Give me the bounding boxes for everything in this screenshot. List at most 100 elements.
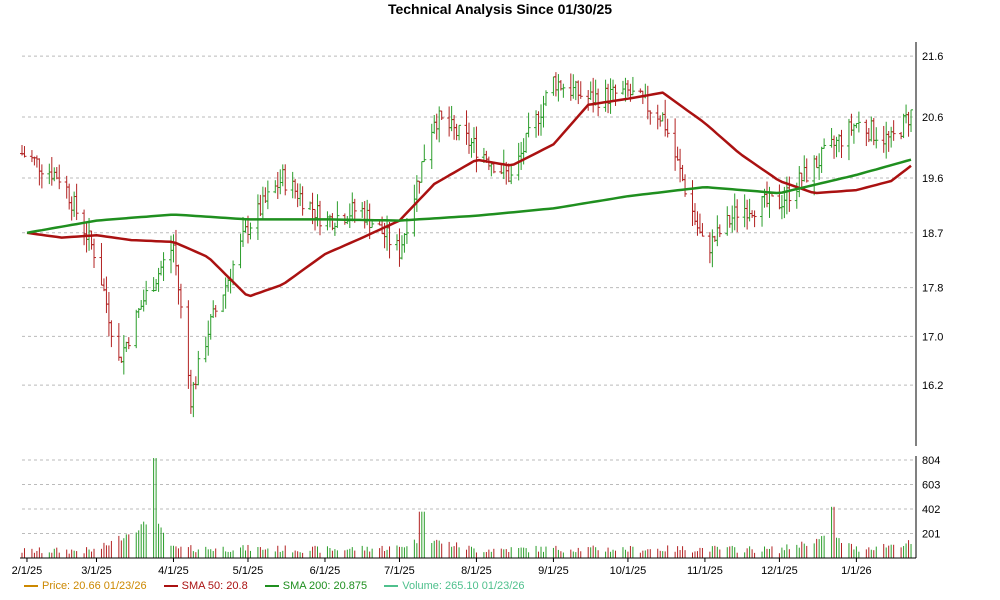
volume-tick-label: 603 bbox=[922, 480, 940, 492]
price-bar bbox=[454, 123, 459, 141]
price-bar bbox=[588, 81, 593, 101]
price-bar bbox=[101, 278, 106, 292]
price-bar bbox=[752, 210, 757, 228]
price-bar bbox=[82, 209, 87, 246]
price-bar bbox=[99, 242, 104, 286]
price-tick-label: 19.6 bbox=[922, 173, 943, 185]
price-bar bbox=[712, 235, 717, 242]
price-bar bbox=[37, 158, 42, 186]
price-bar bbox=[258, 194, 263, 217]
price-bar bbox=[300, 186, 305, 216]
price-bar bbox=[832, 135, 837, 159]
price-bar bbox=[695, 211, 700, 236]
price-bar bbox=[159, 260, 164, 276]
volume-tick-label: 201 bbox=[922, 529, 940, 541]
price-tick-label: 20.6 bbox=[922, 112, 943, 124]
price-bar bbox=[318, 200, 322, 236]
price-bar bbox=[275, 171, 280, 199]
price-bar bbox=[747, 198, 752, 222]
price-bar bbox=[717, 224, 722, 238]
price-bar bbox=[106, 292, 111, 337]
price-bar bbox=[283, 164, 288, 196]
price-bar bbox=[124, 341, 129, 352]
price-bar bbox=[273, 180, 278, 194]
price-bar bbox=[576, 80, 581, 105]
price-bar bbox=[208, 314, 213, 340]
price-bar bbox=[812, 155, 817, 196]
price-bar bbox=[854, 122, 859, 129]
x-tick-label: 11/1/25 bbox=[687, 565, 723, 577]
price-bar bbox=[541, 95, 546, 128]
price-bar bbox=[206, 320, 211, 356]
price-bar bbox=[404, 218, 409, 244]
price-bar bbox=[727, 215, 732, 228]
price-bar bbox=[365, 199, 370, 226]
price-bar bbox=[39, 164, 44, 189]
price-bar bbox=[891, 120, 896, 141]
price-bar bbox=[725, 206, 730, 236]
price-bar bbox=[161, 252, 166, 282]
price-bar bbox=[648, 110, 653, 125]
price-bar bbox=[787, 176, 792, 212]
price-tick-label: 17.0 bbox=[922, 331, 943, 343]
price-tick-label: 18.7 bbox=[922, 228, 943, 240]
volume-tick-label: 402 bbox=[922, 504, 940, 516]
price-bar bbox=[72, 191, 77, 217]
price-bar bbox=[797, 166, 802, 198]
price-bar bbox=[315, 194, 320, 227]
price-bar bbox=[126, 337, 131, 350]
price-bar bbox=[886, 130, 891, 152]
price-bar bbox=[178, 283, 183, 319]
price-bar bbox=[414, 175, 419, 212]
price-bar bbox=[837, 134, 842, 153]
price-bar bbox=[419, 161, 424, 183]
price-bar bbox=[884, 121, 889, 159]
price-bar bbox=[742, 194, 747, 228]
legend-volume: Volume: 265.10 01/23/26 bbox=[384, 580, 525, 592]
price-bar bbox=[457, 124, 462, 141]
price-bar bbox=[690, 180, 695, 227]
price-bar bbox=[606, 83, 611, 114]
x-tick-label: 3/1/25 bbox=[81, 565, 112, 577]
x-tick-label: 12/1/25 bbox=[761, 565, 798, 577]
price-bar bbox=[551, 76, 556, 96]
price-bar bbox=[241, 216, 246, 247]
price-bar bbox=[151, 277, 156, 292]
price-bar bbox=[290, 171, 295, 199]
price-bar bbox=[603, 79, 608, 112]
price-bar bbox=[620, 80, 625, 95]
price-bar bbox=[697, 213, 702, 234]
price-bar bbox=[298, 183, 303, 206]
legend-sma50: SMA 50: 20.8 bbox=[163, 580, 248, 592]
price-bar bbox=[464, 110, 469, 145]
price-bar bbox=[295, 183, 300, 208]
price-bar bbox=[399, 235, 404, 260]
price-bars-layer bbox=[20, 72, 914, 418]
price-bar bbox=[474, 126, 479, 173]
price-bar bbox=[777, 184, 782, 210]
price-tick-label: 16.2 bbox=[922, 380, 943, 392]
price-bar bbox=[47, 163, 52, 185]
price-bar bbox=[675, 146, 680, 161]
price-bar bbox=[69, 196, 74, 221]
price-bar bbox=[735, 199, 740, 233]
price-bar bbox=[417, 180, 422, 194]
price-bar bbox=[856, 111, 861, 133]
axis-layer: 16.2 17.0 17.8 18.7 19.6 20.6 21.6 201 402 603 804… bbox=[12, 42, 943, 577]
price-bar bbox=[611, 79, 616, 102]
price-bar bbox=[67, 183, 72, 210]
price-bar bbox=[680, 164, 685, 182]
price-bar bbox=[613, 84, 618, 106]
price-bar bbox=[834, 136, 839, 158]
sma200-line bbox=[26, 158, 912, 235]
x-tick-label: 1/1/26 bbox=[841, 565, 872, 577]
price-bar bbox=[839, 129, 844, 159]
x-tick-label: 8/1/25 bbox=[461, 565, 492, 577]
price-bar bbox=[561, 83, 566, 98]
price-bar bbox=[362, 201, 367, 229]
price-bar bbox=[193, 376, 198, 390]
price-bar bbox=[412, 184, 417, 237]
price-bar bbox=[467, 122, 471, 154]
price-bar bbox=[49, 157, 54, 186]
